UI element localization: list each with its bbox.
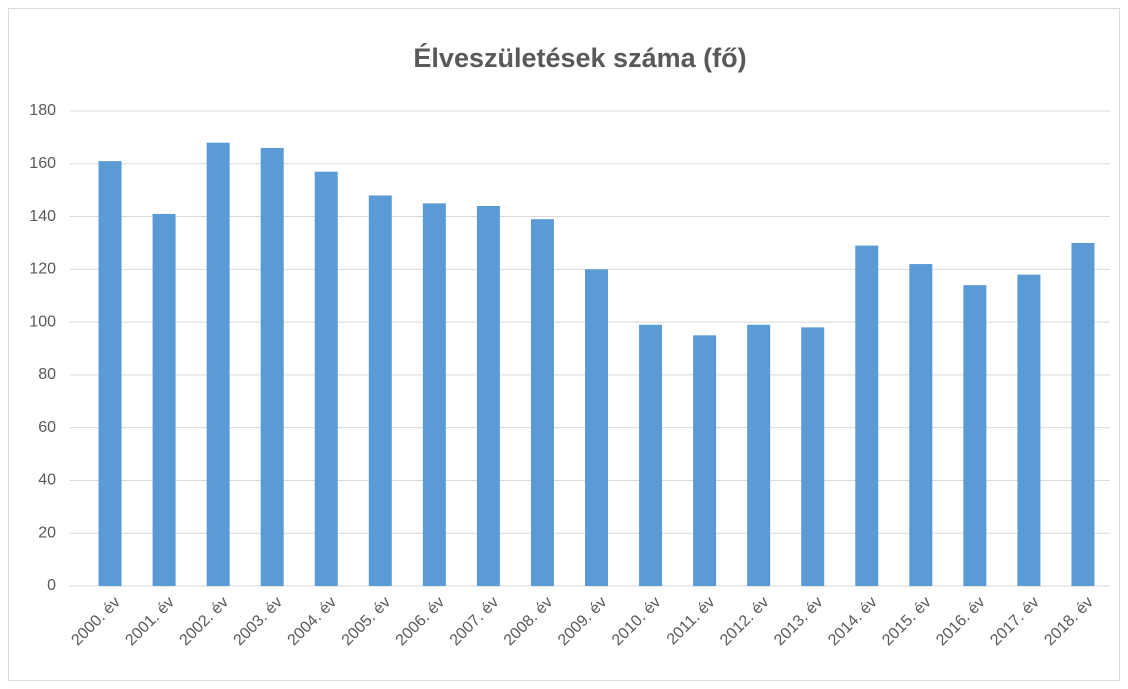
bar	[693, 335, 717, 586]
bar	[909, 264, 933, 586]
y-tick-label: 140	[29, 208, 56, 225]
y-tick-label: 120	[29, 261, 56, 278]
y-tick-label: 0	[47, 577, 56, 594]
bar	[206, 142, 230, 586]
chart-title: Élveszületések száma (fő)	[413, 42, 746, 73]
y-tick-label: 180	[29, 102, 56, 119]
bar	[98, 161, 122, 586]
bar	[747, 324, 771, 586]
y-tick-label: 20	[38, 524, 56, 541]
y-tick-label: 160	[29, 155, 56, 172]
bar	[1071, 242, 1095, 586]
y-tick-label: 80	[38, 366, 56, 383]
bar	[855, 245, 879, 587]
bar	[1017, 274, 1041, 586]
bar	[530, 219, 554, 586]
bar	[963, 285, 987, 586]
bar	[585, 269, 608, 586]
chart-border	[8, 8, 1120, 681]
y-tick-label: 60	[38, 419, 56, 436]
y-tick-label: 100	[29, 313, 56, 330]
bar	[260, 147, 284, 586]
bar	[639, 324, 663, 586]
bar	[476, 206, 500, 586]
y-tick-label: 40	[38, 472, 56, 489]
bar	[314, 171, 338, 586]
bar	[422, 203, 446, 586]
bar	[152, 213, 176, 586]
bar	[801, 327, 825, 586]
bar	[368, 195, 392, 586]
